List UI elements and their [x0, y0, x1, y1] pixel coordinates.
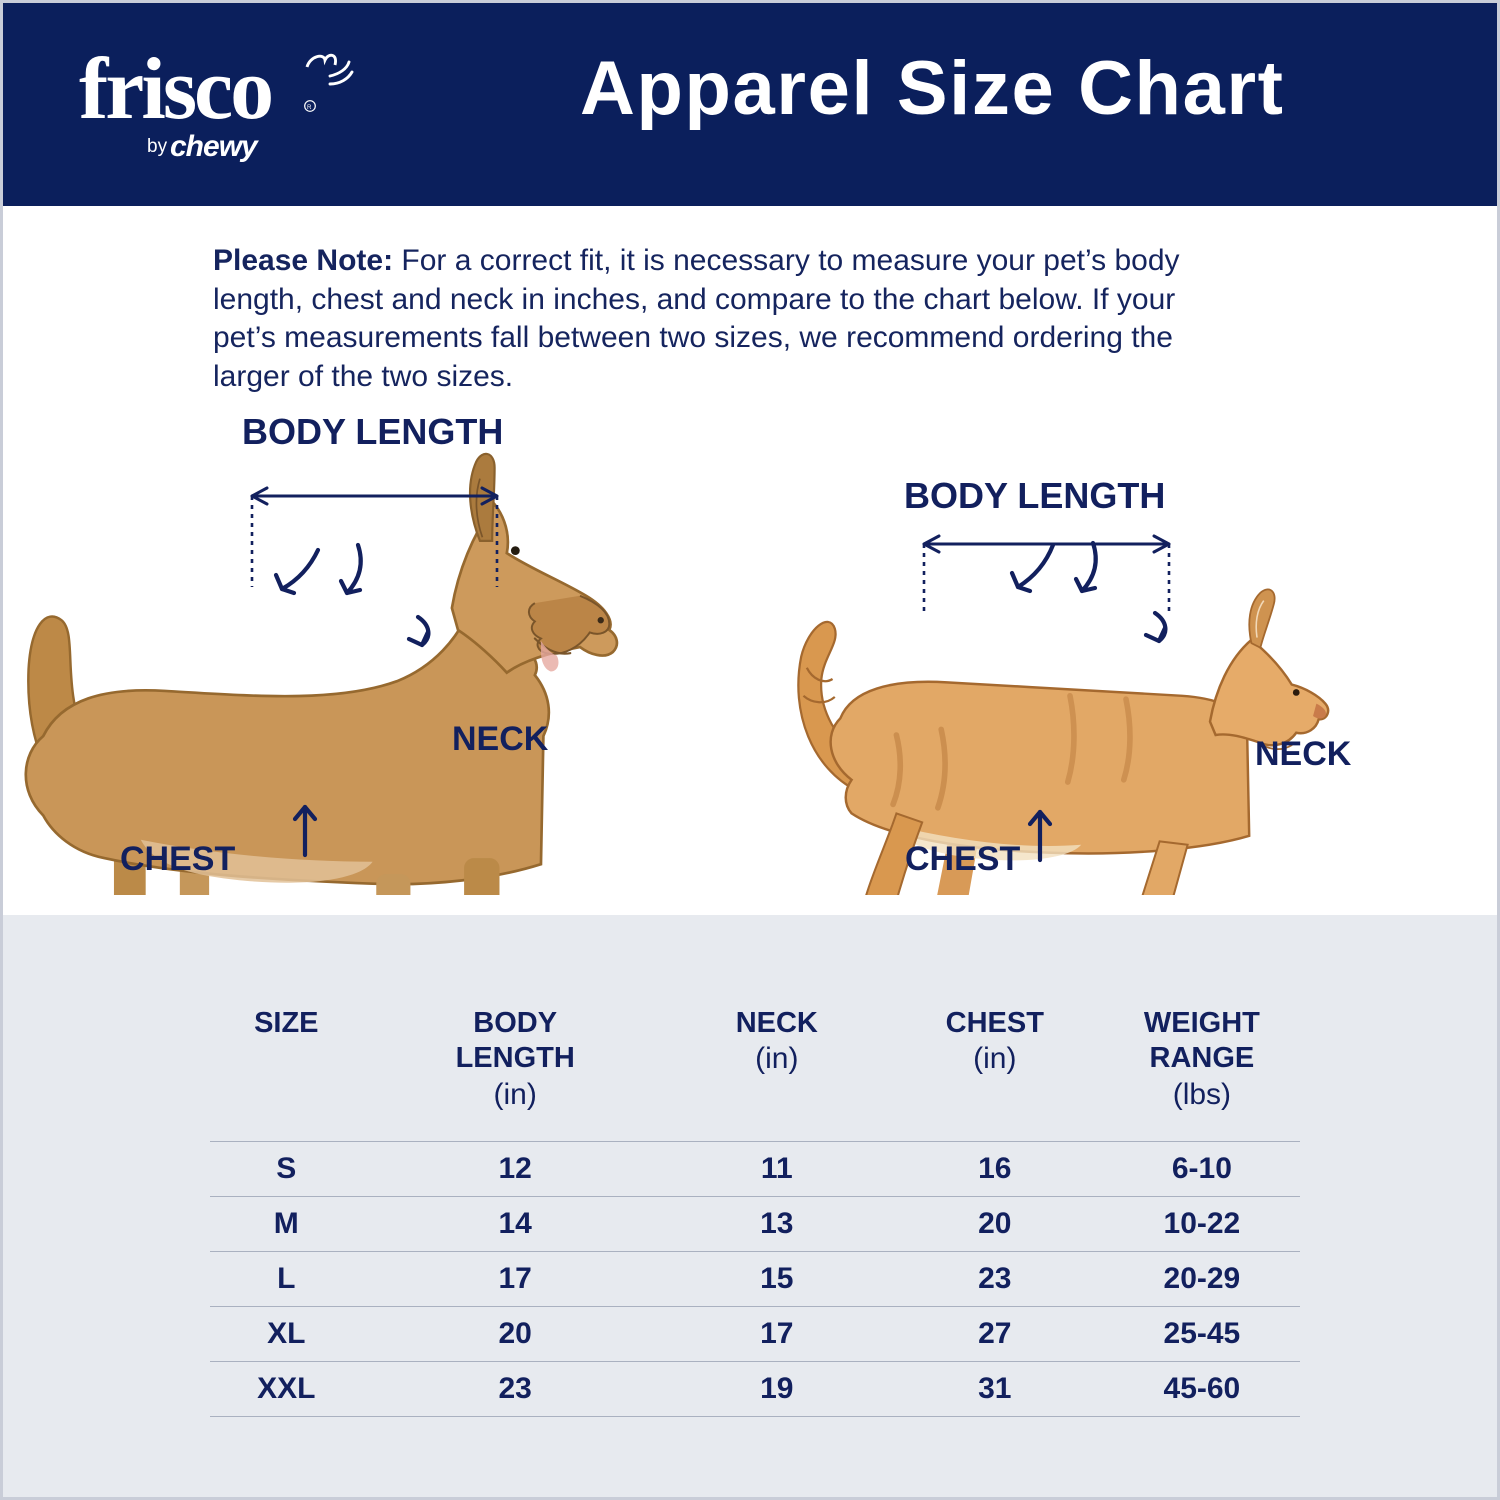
svg-text:NECK: NECK [1255, 735, 1352, 773]
svg-text:by: by [147, 136, 168, 157]
svg-text:BODY LENGTH: BODY LENGTH [242, 411, 503, 452]
svg-text:CHEST: CHEST [905, 840, 1020, 878]
svg-text:NECK: NECK [452, 720, 549, 758]
svg-text:frisco: frisco [79, 44, 271, 138]
svg-text:R: R [307, 104, 312, 111]
svg-text:BODY LENGTH: BODY LENGTH [904, 475, 1165, 516]
svg-text:CHEST: CHEST [120, 840, 235, 878]
svg-text:chewy: chewy [170, 130, 259, 163]
